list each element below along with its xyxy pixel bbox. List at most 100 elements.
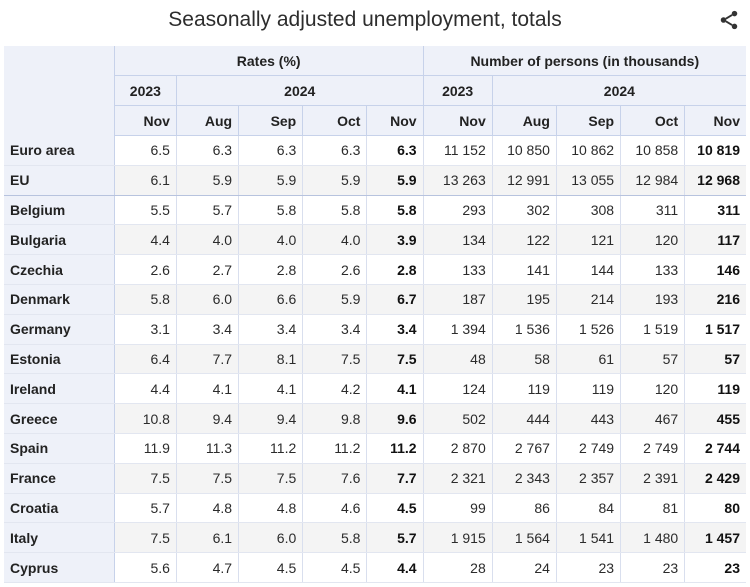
table-cell: 12 968 — [684, 165, 746, 196]
table-cell: 144 — [556, 254, 622, 285]
row-label: France — [4, 463, 115, 494]
table-cell: 4.1 — [176, 373, 240, 405]
table-row: Croatia 5.7 4.8 4.8 4.6 4.5 99 86 84 81 80 — [4, 493, 746, 524]
table-cell: 2 767 — [492, 433, 557, 464]
table-cell: 7.7 — [366, 463, 424, 494]
table-cell: 13 055 — [556, 165, 622, 196]
table-cell: 80 — [684, 493, 746, 524]
table-cell: 23 — [684, 552, 746, 583]
table-cell: 10 850 — [492, 135, 557, 166]
table-cell: 502 — [423, 403, 493, 434]
table-cell: 6.3 — [238, 135, 304, 166]
table-cell: 11.2 — [366, 433, 424, 464]
table-cell: 122 — [492, 224, 557, 256]
table-cell: 2 870 — [423, 433, 493, 464]
table-cell: 84 — [556, 493, 622, 524]
row-label: Belgium — [4, 195, 115, 226]
table-cell: 5.7 — [114, 493, 177, 524]
table-cell: 81 — [620, 493, 686, 524]
table-cell: 11.2 — [238, 433, 304, 464]
table-body: Euro area 6.5 6.3 6.3 6.3 6.3 11 152 10 850 10 8… — [4, 135, 746, 583]
table-cell: 28 — [423, 552, 493, 583]
table-row: France 7.5 7.5 7.5 7.6 7.7 2 321 2 343 2 357 2 39… — [4, 463, 746, 494]
year-header-persons-2023: 2023 — [423, 75, 493, 106]
table-cell: 99 — [423, 493, 493, 524]
table-cell: 5.8 — [302, 522, 368, 554]
group-header-row: Rates (%) Number of persons (in thousand… — [4, 46, 746, 136]
table-cell: 6.0 — [238, 522, 304, 554]
table-cell: 1 564 — [492, 522, 557, 554]
table-cell: 48 — [423, 344, 493, 375]
table-cell: 8.1 — [238, 344, 304, 375]
table-cell: 5.7 — [366, 522, 424, 554]
table-cell: 3.4 — [302, 314, 368, 345]
table-cell: 9.6 — [366, 403, 424, 434]
month-header: Nov — [366, 105, 424, 136]
table-row: EU 6.1 5.9 5.9 5.9 5.9 13 263 12 991 13 055 12 98… — [4, 165, 746, 196]
unemployment-table: Rates (%) Number of persons (in thousand… — [4, 46, 746, 583]
table-cell: 6.1 — [114, 165, 177, 196]
year-header-row: 2023 2024 2023 2024 — [4, 75, 746, 106]
table-cell: 7.5 — [114, 522, 177, 554]
table-cell: 5.7 — [176, 195, 240, 226]
table-row: Italy 7.5 6.1 6.0 5.8 5.7 1 915 1 564 1 541 1 480… — [4, 522, 746, 554]
table-row: Ireland 4.4 4.1 4.1 4.2 4.1 124 119 119 120 119 — [4, 373, 746, 405]
table-cell: 5.9 — [238, 165, 304, 196]
group-header-rates: Rates (%) — [114, 46, 424, 76]
row-label: Euro area — [4, 135, 115, 166]
table-cell: 7.5 — [238, 463, 304, 494]
table-cell: 1 394 — [423, 314, 493, 345]
month-header: Oct — [302, 105, 368, 136]
table-cell: 2 391 — [620, 463, 686, 494]
table-cell: 119 — [492, 373, 557, 405]
month-header: Nov — [684, 105, 746, 136]
table-cell: 2 343 — [492, 463, 557, 494]
table-cell: 5.8 — [302, 195, 368, 226]
table-cell: 4.5 — [302, 552, 368, 583]
month-header: Sep — [238, 105, 304, 136]
table-cell: 9.8 — [302, 403, 368, 434]
table-cell: 23 — [556, 552, 622, 583]
year-header-rates-2024: 2024 — [176, 75, 424, 106]
table-cell: 121 — [556, 224, 622, 256]
table-cell: 4.1 — [366, 373, 424, 405]
table-cell: 58 — [492, 344, 557, 375]
month-header: Aug — [492, 105, 557, 136]
table-cell: 467 — [620, 403, 686, 434]
table-cell: 12 984 — [620, 165, 686, 196]
table-cell: 3.4 — [366, 314, 424, 345]
table-cell: 6.3 — [302, 135, 368, 166]
table-cell: 1 526 — [556, 314, 622, 345]
table-cell: 12 991 — [492, 165, 557, 196]
table-cell: 5.8 — [366, 195, 424, 226]
table-cell: 6.1 — [176, 522, 240, 554]
table-cell: 1 517 — [684, 314, 746, 345]
table-cell: 61 — [556, 344, 622, 375]
month-header: Oct — [620, 105, 686, 136]
table-cell: 5.9 — [302, 284, 368, 315]
table-cell: 4.2 — [302, 373, 368, 405]
table-cell: 5.5 — [114, 195, 177, 226]
table-cell: 2.8 — [366, 254, 424, 285]
table-cell: 6.3 — [366, 135, 424, 166]
table-cell: 2 749 — [556, 433, 622, 464]
row-label: EU — [4, 165, 115, 196]
table-cell: 120 — [620, 373, 686, 405]
table-cell: 311 — [684, 195, 746, 226]
table-cell: 302 — [492, 195, 557, 226]
table-cell: 117 — [684, 224, 746, 256]
table-cell: 5.8 — [238, 195, 304, 226]
table-cell: 6.0 — [176, 284, 240, 315]
table-cell: 5.8 — [114, 284, 177, 315]
group-header-persons: Number of persons (in thousands) — [423, 46, 746, 76]
row-label: Spain — [4, 433, 115, 464]
table-cell: 119 — [684, 373, 746, 405]
table-cell: 1 519 — [620, 314, 686, 345]
share-icon[interactable] — [718, 9, 740, 31]
table-cell: 133 — [423, 254, 493, 285]
table-cell: 141 — [492, 254, 557, 285]
table-cell: 443 — [556, 403, 622, 434]
table-cell: 195 — [492, 284, 557, 315]
table-cell: 2.8 — [238, 254, 304, 285]
table-cell: 11.9 — [114, 433, 177, 464]
